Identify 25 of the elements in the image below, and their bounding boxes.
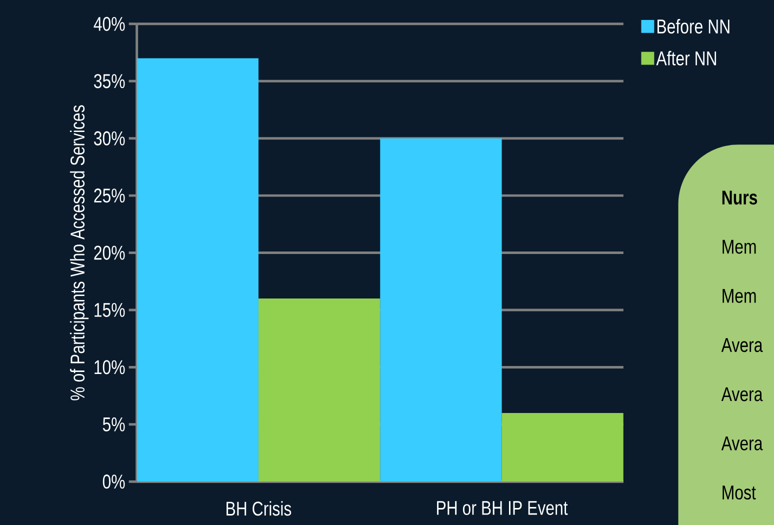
bar xyxy=(136,58,258,482)
y-axis-title: % of Participants Who Accessed Services xyxy=(70,105,89,400)
x-tick-label: PH or BH IP Event xyxy=(437,500,568,515)
text: Nurs xyxy=(722,190,758,204)
y-tick-label: 20% xyxy=(94,245,125,260)
y-tick-label: 15% xyxy=(94,302,125,317)
y-tick-label: 5% xyxy=(102,417,125,432)
y-tick-label: 30% xyxy=(94,131,125,146)
text: Most xyxy=(722,485,756,500)
y-tick-label: 35% xyxy=(94,74,125,88)
x-tick-label: BH Crisis xyxy=(226,500,292,516)
legend-label: After NN xyxy=(656,50,716,66)
legend-label: Before NN xyxy=(657,18,730,34)
text: Mem xyxy=(722,288,756,303)
bar xyxy=(502,412,624,482)
text: Avera xyxy=(721,436,763,450)
y-tick-label: 40% xyxy=(94,16,125,31)
bar xyxy=(380,138,502,482)
text: Avera xyxy=(721,387,763,401)
y-tick-label: 25% xyxy=(94,188,125,202)
bar xyxy=(258,298,380,482)
text: Avera xyxy=(721,338,763,352)
y-tick-label: 0% xyxy=(102,474,125,488)
y-tick-label: 10% xyxy=(94,360,125,374)
text: Mem xyxy=(722,240,756,254)
